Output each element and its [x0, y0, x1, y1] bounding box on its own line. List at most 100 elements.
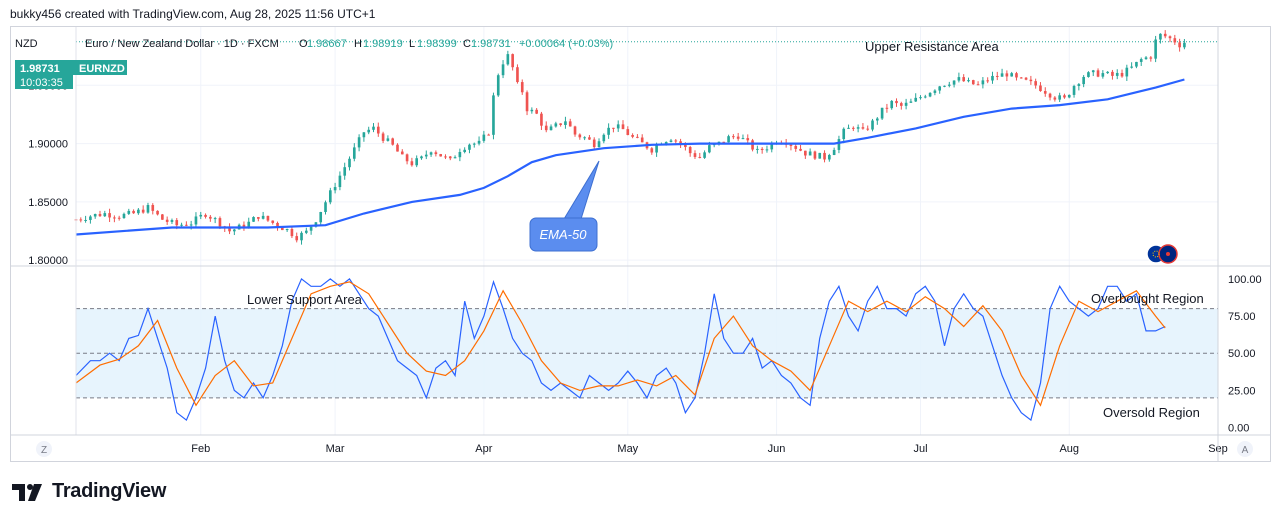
- candle-body: [1053, 97, 1057, 100]
- candle-body: [813, 151, 817, 159]
- candle-body: [976, 84, 980, 86]
- timezone-button[interactable]: [36, 441, 52, 457]
- ema-callout-box: [529, 217, 598, 252]
- candle-body: [828, 154, 831, 160]
- candle-body: [381, 133, 385, 141]
- candle-body: [156, 210, 159, 215]
- candle-body: [146, 205, 150, 213]
- candle-body: [756, 148, 759, 150]
- candle-body: [472, 143, 476, 145]
- candle-body: [199, 214, 203, 217]
- stoch-tick-label: 50.00: [1228, 348, 1256, 360]
- candle-body: [1043, 91, 1047, 94]
- candle-body: [477, 140, 481, 144]
- legend-change: +0.00064 (+0.03%): [519, 38, 613, 50]
- stoch-tick-label: 25.00: [1228, 385, 1256, 397]
- candle-body: [1087, 72, 1090, 77]
- legend-high-label: H: [354, 38, 362, 50]
- candle-body: [684, 143, 687, 148]
- candle-body: [861, 127, 865, 129]
- currency-label[interactable]: NZD: [15, 38, 38, 50]
- candle-body: [463, 149, 466, 153]
- legend-low: 1.98399: [417, 38, 457, 50]
- auto-scale-button[interactable]: [1237, 441, 1253, 457]
- candle-body: [1000, 73, 1004, 77]
- candle-body: [108, 213, 111, 218]
- ema-callout[interactable]: EMA-50: [529, 160, 600, 252]
- candle-body: [904, 102, 908, 106]
- candle-body: [309, 226, 313, 231]
- candle-body: [376, 126, 380, 134]
- candle-body: [804, 150, 807, 156]
- candle-body: [760, 148, 764, 151]
- legend-title: Euro / New Zealand Dollar · 1D · FXCM: [85, 38, 279, 50]
- candle-body: [209, 216, 212, 219]
- candle-body: [746, 138, 750, 141]
- candle-body: [1048, 93, 1052, 98]
- price-badge-top: [15, 60, 127, 75]
- x-tick-label: Feb: [191, 443, 210, 455]
- tradingview-brand[interactable]: TradingView: [52, 480, 167, 502]
- candle-body: [549, 126, 553, 131]
- x-tick-label: May: [617, 443, 638, 455]
- candle-body: [357, 137, 361, 148]
- candle-body: [501, 64, 505, 76]
- candle-body: [986, 80, 990, 82]
- candle-body: [1024, 77, 1028, 80]
- candle-body: [957, 77, 961, 81]
- candle-body: [909, 101, 913, 103]
- candle-body: [559, 123, 562, 125]
- candle-body: [84, 219, 87, 221]
- candle-body: [333, 187, 337, 191]
- candle-body: [137, 209, 140, 214]
- candle-body: [899, 103, 903, 106]
- currency-flags-icon[interactable]: [1146, 244, 1178, 264]
- candle-body: [348, 158, 351, 168]
- candle-body: [343, 167, 347, 176]
- candle-body: [122, 213, 126, 219]
- candle-body: [453, 157, 457, 159]
- upper-resistance-label: Upper Resistance Area: [865, 39, 999, 54]
- candle-body: [328, 190, 332, 203]
- candle-body: [405, 154, 409, 162]
- candle-body: [708, 145, 711, 153]
- candle-body: [540, 113, 543, 126]
- candle-body: [204, 214, 207, 217]
- candle-body: [1096, 70, 1100, 77]
- ema-callout-pointer: [563, 160, 600, 220]
- candle-body: [631, 135, 634, 137]
- candle-body: [458, 152, 462, 158]
- candle-body: [971, 80, 975, 85]
- candle-body: [568, 121, 572, 127]
- tradingview-logo-icon: [12, 483, 42, 501]
- candle-body: [117, 217, 121, 219]
- candle-body: [837, 139, 841, 150]
- candle-body: [79, 219, 83, 221]
- candle-body: [511, 54, 514, 68]
- candle-body: [952, 80, 956, 85]
- candle-body: [530, 109, 534, 112]
- candle-body: [1005, 73, 1009, 77]
- candle-body: [1029, 79, 1033, 82]
- stoch-tick-label: 100.00: [1228, 274, 1262, 286]
- candle-body: [352, 147, 356, 159]
- chart-canvas[interactable]: Feb Mar Apr May Jun Jul Aug Sep1.800001.850001.…: [11, 27, 1270, 461]
- chart-frame[interactable]: Feb Mar Apr May Jun Jul Aug Sep 1.80000 1.85000 1.…: [10, 26, 1271, 462]
- x-tick-label: Jun: [768, 443, 786, 455]
- candle-body: [765, 149, 769, 151]
- attribution-text: bukky456 created with TradingView.com, A…: [10, 7, 376, 21]
- ema-50-line: [75, 78, 1185, 236]
- candle-body: [444, 156, 447, 158]
- candle-body: [573, 126, 577, 135]
- candle-body: [415, 158, 419, 166]
- candle-body: [544, 125, 548, 131]
- candle-body: [300, 232, 303, 241]
- price-badge-price: 1.98731: [20, 63, 60, 75]
- candle-body: [391, 138, 395, 145]
- candle-body: [818, 152, 822, 159]
- timezone-button-label: Z: [41, 445, 47, 456]
- candle-body: [852, 127, 855, 129]
- candle-body: [875, 118, 879, 121]
- candle-body: [842, 128, 846, 140]
- candle-body: [324, 202, 327, 212]
